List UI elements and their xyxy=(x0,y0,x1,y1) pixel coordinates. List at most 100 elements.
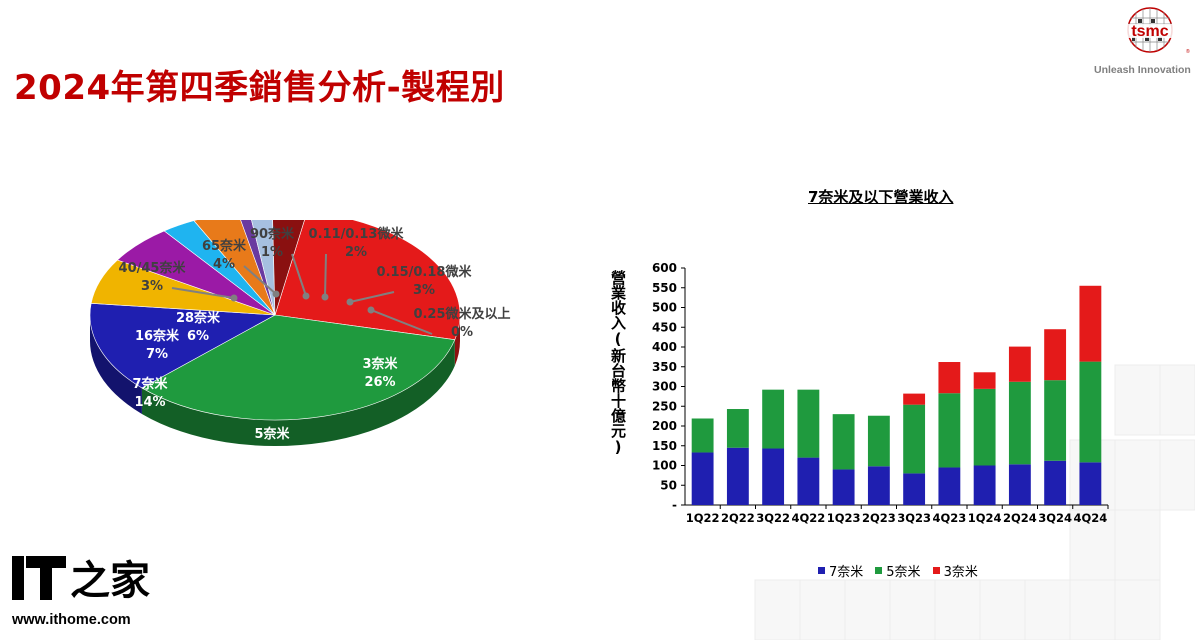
x-tick-label: 1Q24 xyxy=(968,511,1002,525)
pie-leader-9 xyxy=(349,291,395,303)
tsmc-logo: tsmc ® xyxy=(1116,7,1190,55)
pie-pct-7: 1% xyxy=(261,245,283,260)
legend-label-7nm: 7奈米 xyxy=(829,565,864,580)
bar-2Q23-1 xyxy=(867,415,890,467)
pie-label-2: 7奈米 xyxy=(132,376,168,392)
bar-4Q24-2 xyxy=(1079,285,1102,362)
pie-pct-0: 26% xyxy=(364,375,395,390)
bar-2Q24-1 xyxy=(1008,381,1031,465)
svg-text:®: ® xyxy=(1186,48,1190,55)
x-tick-label: 2Q24 xyxy=(1003,511,1037,525)
x-tick-label: 1Q23 xyxy=(827,511,861,525)
bar-3Q24-2 xyxy=(1044,329,1067,381)
y-tick-label: 150 xyxy=(652,439,677,453)
bar-2Q24-2 xyxy=(1008,346,1031,382)
pie-pct-8: 2% xyxy=(345,245,367,260)
pie-label-8: 0.11/0.13微米 xyxy=(309,226,405,242)
x-tick-label: 2Q23 xyxy=(862,511,896,525)
pie-top xyxy=(89,209,461,421)
x-tick-label: 3Q22 xyxy=(756,511,790,525)
logo-text: tsmc xyxy=(1131,23,1168,40)
pie-label-10: 0.25微米及以上 xyxy=(413,306,510,322)
y-tick-label: 400 xyxy=(652,340,677,354)
y-tick-label: 450 xyxy=(652,320,677,334)
pie-pct-5: 3% xyxy=(141,279,163,294)
pie-leader-6 xyxy=(243,265,277,295)
pie-pct-3: 7% xyxy=(146,347,168,362)
y-tick-label: 500 xyxy=(652,301,677,315)
pie-slice-1 xyxy=(141,314,456,421)
legend-label-5nm: 5奈米 xyxy=(886,565,921,580)
bar-4Q24-0 xyxy=(1079,462,1102,505)
bar-3Q24-1 xyxy=(1044,380,1067,461)
bar-3Q22-0 xyxy=(762,448,785,505)
pie-labels: 3奈米 26% 5奈米 34% 7奈米 14% 16奈米 7% 28奈米 6% 40/45奈米 3% 6… xyxy=(119,226,511,460)
pie-pct-10: 0% xyxy=(451,325,473,340)
legend-swatch-3nm xyxy=(932,567,940,574)
pie-leader-dot-8 xyxy=(321,293,329,301)
bar-4Q22-1 xyxy=(797,389,820,458)
pie-label-6: 65奈米 xyxy=(202,238,247,254)
bar-3Q23-1 xyxy=(903,404,926,474)
pie-leader-dot-6 xyxy=(272,290,280,298)
y-tick-label: 300 xyxy=(652,380,677,394)
pie-label-9: 0.15/0.18微米 xyxy=(377,264,473,280)
x-tick-label: 4Q23 xyxy=(932,511,966,525)
bar-4Q23-2 xyxy=(938,362,961,394)
x-tick-label: 1Q22 xyxy=(686,511,720,525)
bar-4Q23-1 xyxy=(938,393,961,468)
bar-3Q24-0 xyxy=(1044,460,1067,505)
bar-1Q22-1 xyxy=(691,418,714,453)
bar-chart: - 50 100 150 200 250 300 350 400 450 500 550 600 1Q22… xyxy=(652,261,1109,525)
y-tick-label: 250 xyxy=(652,399,677,413)
bar-chart-ylabel: 營業收入(新台幣十億元) xyxy=(609,270,627,456)
y-tick-label: 350 xyxy=(652,360,677,374)
y-tick-label: 200 xyxy=(652,419,677,433)
legend-item-5nm: 5奈米 xyxy=(875,561,921,580)
pie-pct-4: 6% xyxy=(187,329,209,344)
bar-2Q22-0 xyxy=(726,447,749,505)
legend-swatch-7nm xyxy=(818,567,825,574)
y-tick-label: 550 xyxy=(652,281,677,295)
pie-label-5: 40/45奈米 xyxy=(119,260,187,276)
y-tick-label: 600 xyxy=(652,261,677,275)
pie-pct-9: 3% xyxy=(413,283,435,298)
bar-2Q24-0 xyxy=(1008,464,1031,505)
bar-2Q22-1 xyxy=(726,409,749,448)
bar-1Q22-0 xyxy=(691,452,714,505)
pie-pct-1: 34% xyxy=(256,445,287,460)
pie-leader-10 xyxy=(370,309,433,335)
legend-item-3nm: 3奈米 xyxy=(932,561,978,580)
pie-pct-2: 14% xyxy=(134,395,165,410)
pie-leader-dot-10 xyxy=(367,306,375,314)
bar-chart-title: 7奈米及以下營業收入 xyxy=(808,188,954,206)
pie-label-1: 5奈米 xyxy=(254,426,290,442)
x-tick-label: 3Q23 xyxy=(897,511,931,525)
y-tick-label: 50 xyxy=(660,478,677,492)
pie-chart: 3奈米 26% 5奈米 34% 7奈米 14% 16奈米 7% 28奈米 6% 40/45奈米 3% 6… xyxy=(89,209,511,460)
pie-label-0: 3奈米 xyxy=(362,356,398,372)
bar-2Q23-0 xyxy=(867,466,890,505)
x-tick-label: 4Q22 xyxy=(791,511,825,525)
bar-3Q23-2 xyxy=(903,393,926,405)
legend-swatch-5nm xyxy=(875,567,883,574)
pie-leader-8 xyxy=(324,253,327,298)
legend-item-7nm: 7奈米 xyxy=(818,561,863,580)
ithome-url: www.ithome.com xyxy=(12,612,131,628)
legend-label-3nm: 3奈米 xyxy=(943,565,978,580)
bar-4Q24-1 xyxy=(1079,361,1102,463)
page-title: 2024年第四季銷售分析-製程別 xyxy=(14,68,505,108)
pie-label-3: 16奈米 xyxy=(135,328,180,344)
logo-tagline: Unleash Innovation xyxy=(1094,64,1191,76)
pie-slice-2 xyxy=(89,302,277,389)
pie-label-7: 90奈米 xyxy=(250,226,295,242)
pie-side-2 xyxy=(90,315,142,414)
pie-leader-dot-7 xyxy=(302,292,310,300)
pie-leader-dot-9 xyxy=(346,298,354,306)
background-grid-decoration xyxy=(754,364,1195,640)
bar-chart-legend: 7奈米 5奈米 3奈米 xyxy=(818,561,978,580)
y-tick-label: - xyxy=(672,498,677,512)
ithome-brand-text: 之家 xyxy=(70,558,150,604)
bar-1Q23-1 xyxy=(832,414,855,470)
bar-3Q23-0 xyxy=(903,473,926,505)
